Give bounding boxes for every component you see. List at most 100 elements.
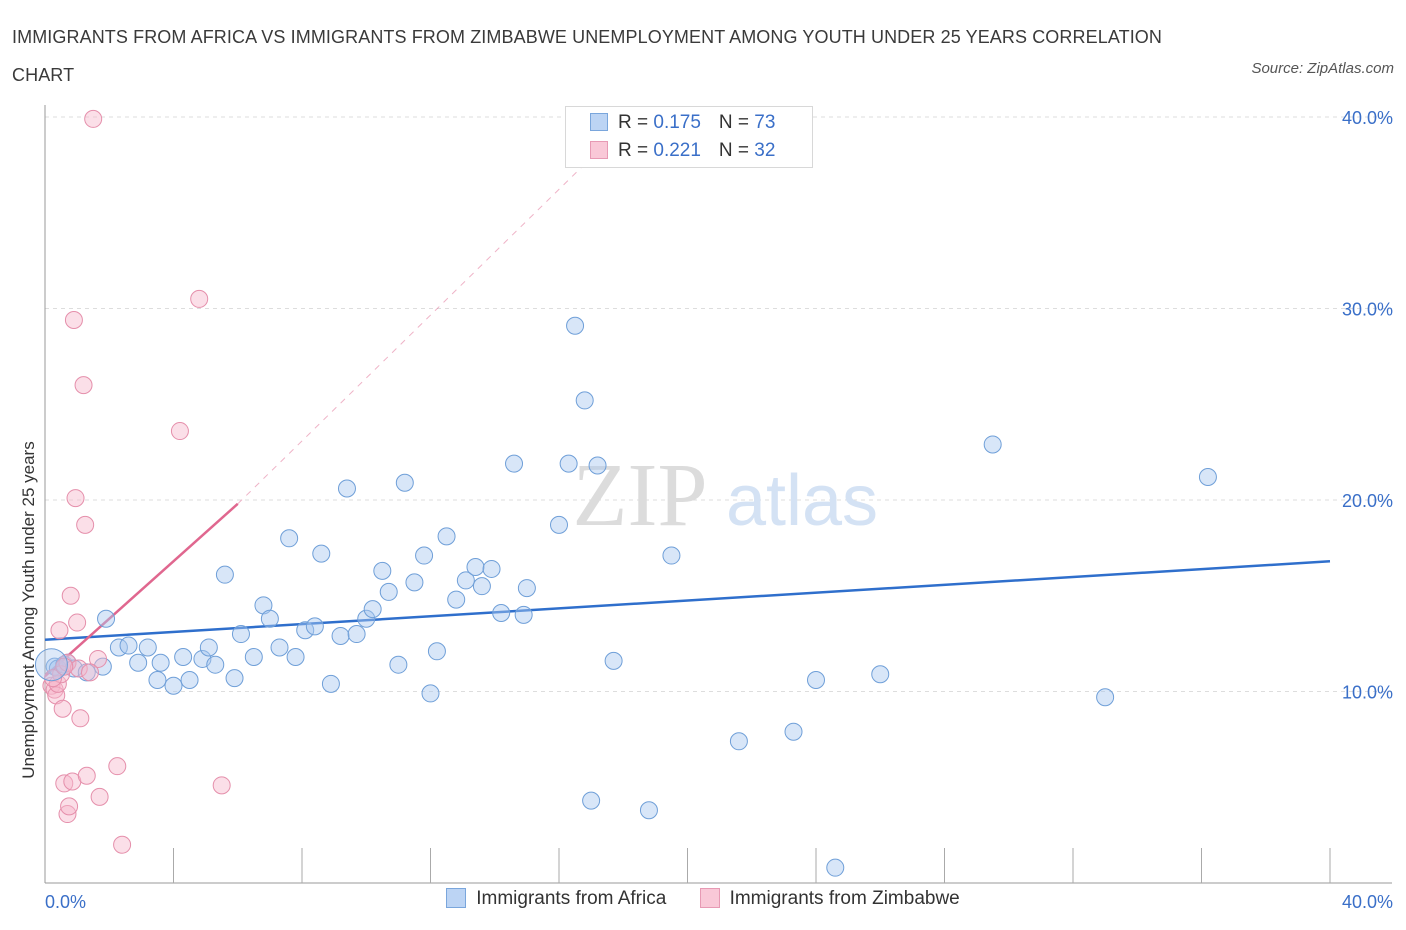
point-africa — [566, 316, 585, 335]
point-africa — [550, 515, 568, 534]
legend-n-value: 32 — [754, 140, 776, 161]
correlation-legend: R = 0.175 N = 73 R = 0.221 N = 32 — [565, 106, 813, 168]
legend-row-africa: R = 0.175 N = 73 — [590, 112, 775, 138]
point-africa — [983, 435, 1002, 454]
point-africa — [151, 653, 170, 672]
point-africa — [379, 582, 398, 601]
point-africa — [97, 609, 116, 628]
point-africa — [588, 456, 607, 475]
point-africa — [270, 638, 289, 657]
point-africa — [312, 544, 331, 563]
legend-swatch-zimbabwe — [699, 888, 720, 908]
point-africa — [138, 638, 157, 657]
point-africa — [148, 671, 167, 690]
point-africa — [373, 561, 392, 580]
point-zimbabwe — [170, 422, 189, 441]
watermark: ZIP atlas — [573, 446, 879, 545]
y-tick-label: 40.0% — [1342, 108, 1393, 128]
watermark-zip: ZIP — [573, 446, 708, 545]
point-africa — [1096, 688, 1115, 707]
point-zimbabwe — [80, 663, 99, 682]
point-africa — [231, 625, 250, 644]
point-zimbabwe — [68, 613, 87, 632]
point-zimbabwe — [71, 709, 90, 728]
point-africa — [505, 454, 524, 473]
point-africa — [871, 665, 890, 684]
point-africa — [662, 546, 681, 565]
label-layer: 10.0% 20.0% 30.0% 40.0% 0.0% 40.0% Unemploymen… — [19, 108, 1393, 912]
point-africa — [472, 577, 491, 596]
legend-r-label: R = — [618, 112, 654, 133]
point-africa — [260, 609, 279, 628]
point-zimbabwe — [190, 289, 209, 308]
legend-r-value: 0.175 — [653, 112, 701, 133]
point-africa — [164, 676, 183, 695]
point-zimbabwe — [84, 109, 103, 128]
point-zimbabwe — [108, 757, 127, 776]
point-africa — [575, 391, 594, 410]
point-africa — [321, 674, 340, 693]
point-africa — [347, 625, 366, 644]
point-zimbabwe — [69, 659, 88, 678]
point-africa — [582, 791, 601, 810]
trendline-zimbabwe-extension — [237, 116, 634, 505]
chart-title: IMMIGRANTS FROM AFRICA VS IMMIGRANTS FRO… — [12, 27, 1162, 85]
legend-label-africa: Immigrants from Africa — [476, 888, 667, 909]
point-zimbabwe — [90, 787, 109, 806]
point-africa — [280, 529, 299, 548]
legend-item-zimbabwe[interactable]: Immigrants from Zimbabwe — [699, 888, 960, 910]
point-africa — [405, 573, 424, 592]
point-africa — [363, 600, 382, 619]
point-zimbabwe — [212, 776, 231, 795]
point-africa — [206, 655, 225, 674]
trend-layer — [44, 116, 1331, 678]
legend-item-africa[interactable]: Immigrants from Africa — [446, 888, 666, 910]
source-label: Source: ZipAtlas.com — [1251, 60, 1394, 77]
point-zimbabwe — [77, 766, 96, 785]
point-africa — [331, 626, 350, 645]
point-africa — [427, 642, 446, 661]
point-africa — [517, 579, 536, 598]
point-africa — [559, 454, 578, 473]
point-africa — [180, 671, 199, 690]
point-africa — [604, 651, 623, 670]
series-legend: Immigrants from Africa Immigrants from Z… — [0, 888, 1406, 910]
point-africa — [225, 669, 244, 688]
legend-swatch-africa — [590, 113, 608, 131]
legend-row-zimbabwe: R = 0.221 N = 32 — [590, 140, 775, 166]
point-africa — [826, 858, 845, 877]
point-africa — [437, 527, 456, 546]
legend-n-value: 73 — [754, 112, 776, 133]
grid-layer — [45, 116, 1392, 692]
point-zimbabwe — [61, 586, 80, 605]
x-tick-label: 40.0% — [1342, 892, 1393, 912]
point-africa — [482, 559, 501, 578]
watermark-atlas: atlas — [726, 461, 878, 541]
point-africa — [415, 546, 434, 565]
point-africa — [492, 603, 511, 622]
point-africa — [199, 638, 218, 657]
x-tick-label: 0.0% — [45, 892, 86, 912]
point-zimbabwe — [55, 657, 74, 676]
point-africa — [389, 655, 408, 674]
point-zimbabwe — [89, 649, 108, 668]
legend-r-label: R = — [618, 140, 654, 161]
y-tick-label: 10.0% — [1342, 683, 1393, 703]
point-africa — [1198, 468, 1217, 487]
legend-label-zimbabwe: Immigrants from Zimbabwe — [729, 888, 960, 909]
point-zimbabwe — [113, 835, 132, 854]
point-africa — [174, 648, 193, 667]
point-zimbabwe — [76, 515, 95, 534]
point-africa — [639, 801, 658, 820]
point-africa — [244, 648, 263, 667]
legend-swatch-africa — [446, 888, 467, 908]
point-africa — [129, 653, 148, 672]
trendline-zimbabwe — [44, 502, 239, 678]
point-africa-cluster — [34, 648, 68, 682]
y-tick-label: 20.0% — [1342, 491, 1393, 511]
legend-n-label: N = — [718, 112, 755, 133]
point-africa — [337, 479, 356, 498]
point-africa — [456, 571, 475, 590]
axis-layer — [44, 105, 1392, 884]
